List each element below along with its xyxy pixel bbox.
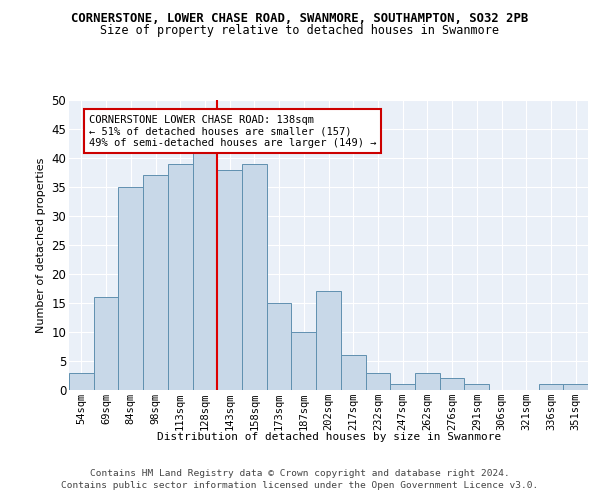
Bar [193,152,217,390]
Bar [267,303,292,390]
Bar [341,355,365,390]
Bar [118,187,143,390]
Bar [563,384,588,390]
Bar [440,378,464,390]
Y-axis label: Number of detached properties: Number of detached properties [36,158,46,332]
Bar [69,372,94,390]
Bar [365,372,390,390]
Bar [316,292,341,390]
Text: Size of property relative to detached houses in Swanmore: Size of property relative to detached ho… [101,24,499,37]
Text: CORNERSTONE LOWER CHASE ROAD: 138sqm
← 51% of detached houses are smaller (157)
: CORNERSTONE LOWER CHASE ROAD: 138sqm ← 5… [89,114,376,148]
Bar [242,164,267,390]
Bar [143,176,168,390]
Bar [464,384,489,390]
Text: Contains HM Land Registry data © Crown copyright and database right 2024.: Contains HM Land Registry data © Crown c… [90,469,510,478]
Bar [217,170,242,390]
Bar [292,332,316,390]
Bar [539,384,563,390]
Text: Distribution of detached houses by size in Swanmore: Distribution of detached houses by size … [157,432,501,442]
Bar [390,384,415,390]
Bar [415,372,440,390]
Text: Contains public sector information licensed under the Open Government Licence v3: Contains public sector information licen… [61,481,539,490]
Bar [94,297,118,390]
Bar [168,164,193,390]
Text: CORNERSTONE, LOWER CHASE ROAD, SWANMORE, SOUTHAMPTON, SO32 2PB: CORNERSTONE, LOWER CHASE ROAD, SWANMORE,… [71,12,529,26]
